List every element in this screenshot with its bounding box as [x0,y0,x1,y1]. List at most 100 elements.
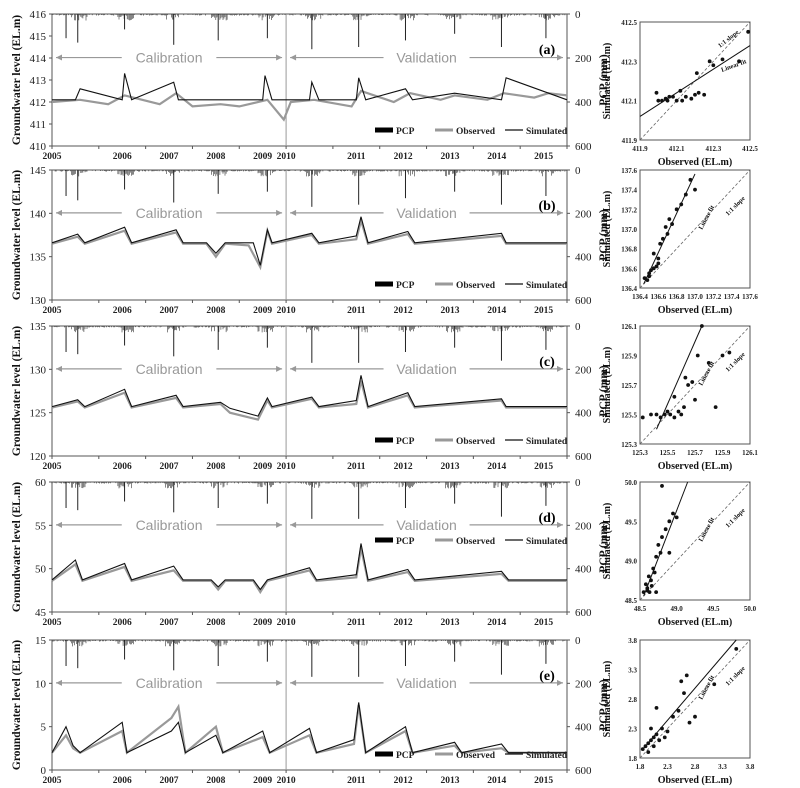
scatter-x-tick-label: 48.5 [634,605,647,613]
scatter-point [640,747,645,752]
y2-tick-label: 400 [575,408,592,420]
plot-frame [51,481,568,613]
scatter-x-tick-label: 137.2 [705,293,721,301]
one-to-one-line [639,481,751,601]
y-tick-label: 5 [41,722,47,734]
scatter-y-tick-label: 125.5 [621,412,637,420]
x-tick-label: 2009 [253,306,272,316]
x-tick-label: 2014 [487,776,506,786]
scatter-point [645,278,650,283]
annotation-one-to-one: 1:1 slope [724,351,746,373]
validation-arrow-head-left [290,365,297,372]
scatter-x-tick-label: 125.9 [715,449,731,457]
scatter-point [665,409,670,414]
scatter-point [683,94,688,99]
scatter-point [702,92,707,97]
y-tick-label: 10 [35,678,47,690]
scatter-point [699,324,704,328]
observed-line [51,380,567,421]
scatter-point [689,96,694,101]
x-tick-label: 2008 [206,462,225,472]
linear-fit-line [643,481,689,597]
scatter-point [656,261,661,266]
y2-axis-label: PCP (mm) [598,365,610,417]
y2-tick-label: 400 [575,722,592,734]
scatter-x-tick-label: 136.6 [650,293,666,301]
annotation-linear-fit: Linear fit [698,516,717,543]
scatter-point [713,405,718,410]
validation-label: Validation [396,205,456,221]
y-tick-label: 130 [30,295,47,307]
validation-label-bg [383,47,470,66]
legend-pcp-label: PCP [396,751,415,761]
scatter-point [656,543,661,547]
scatter-plot: 1.8 2.3 2.8 3.3 3.8 1.8 2.3 2.8 3.3 3.8 Observed (… [602,637,755,786]
scatter-point [746,29,751,34]
scatter-point [651,251,656,256]
annotation-linear-fit: Linear fit [698,204,717,231]
x-tick-label: 2015 [534,152,553,162]
scatter-y-tick-label: 412.5 [621,19,637,27]
x-tick-label: 2013 [440,776,459,786]
scatter-x-tick-label: 125.7 [687,449,703,457]
legend-observed-label: Observed [456,127,496,137]
y2-tick-label: 400 [575,97,592,109]
x-tick-label: 2012 [394,776,413,786]
scatter-point [693,187,697,192]
x-tick-label: 2010 [277,152,296,162]
scatter-point [663,96,668,101]
y-tick-label: 0 [41,765,47,777]
x-tick-label: 2011 [347,776,366,786]
scatter-x-label: Observed (EL.m) [658,775,732,786]
y2-axis-label: PCP (mm) [598,521,610,573]
x-tick-label: 2015 [534,776,553,786]
legend-simulated-label: Simulated [526,127,568,137]
scatter-x-tick-label: 137.0 [687,293,703,301]
legend-observed-label: Observed [456,751,496,761]
y-tick-label: 120 [30,451,47,463]
scatter-x-tick-label: 412.5 [742,145,758,153]
scatter-y-tick-label: 50.0 [625,479,638,487]
x-tick-label: 2007 [160,618,179,628]
annotation-one-to-one: 1:1 slope [724,507,746,529]
scatter-y-tick-label: 2.8 [628,696,637,704]
calibration-label: Calibration [136,361,203,377]
scatter-point [684,673,689,678]
y2-tick-label: 600 [575,765,592,777]
scatter-point [720,353,725,358]
panel-label: (c) [539,355,555,370]
y-axis-label: Groundwater level (EL.m) [11,15,23,145]
scatter-point [679,202,684,207]
panel-label: (a) [539,43,556,58]
y-tick-label: 130 [30,364,47,376]
scatter-x-tick-label: 3.3 [718,763,727,771]
scatter-point [654,732,659,737]
x-tick-label: 2011 [347,152,366,162]
scatter-point [656,256,661,261]
scatter-point [693,397,697,402]
x-tick-label: 2013 [440,152,459,162]
scatter-point [682,691,686,695]
scatter-point [734,646,739,651]
x-tick-label: 2013 [440,462,459,472]
scatter-x-tick-label: 50.0 [744,605,757,613]
validation-arrow-head-left [290,679,297,686]
x-tick-label: 2010 [277,306,296,316]
scatter-frame [639,21,751,141]
scatter-x-tick-label: 137.4 [724,293,740,301]
scatter-y-label: Simulated (EL.m) [602,347,613,424]
scatter-y-tick-label: 136.6 [621,265,637,273]
scatter-x-label: Observed (EL.m) [658,461,732,472]
simulated-line [52,73,568,101]
scatter-point [646,574,651,579]
scatter-point [674,98,679,103]
scatter-point [658,241,663,246]
x-tick-label: 2012 [394,618,413,628]
annotation-linear-fit: Linear fit [698,674,717,701]
y-tick-label: 415 [30,31,47,43]
validation-arrow-head-right [557,209,563,216]
validation-arrow-head-right [557,521,563,528]
scatter-x-tick-label: 2.8 [691,763,700,771]
scatter-point [671,511,675,516]
